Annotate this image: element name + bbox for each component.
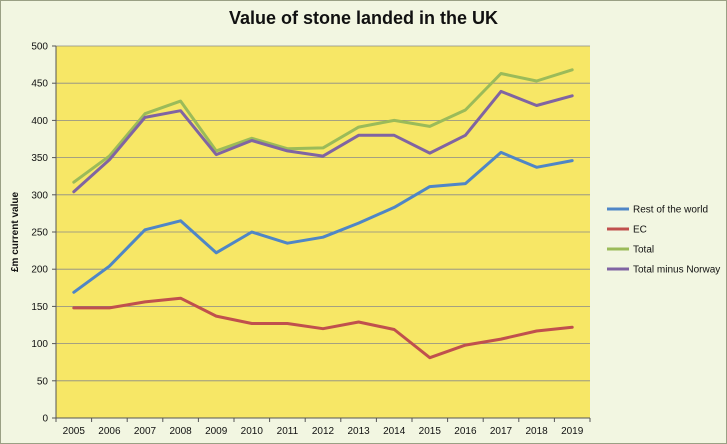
series-lines [72,68,574,360]
x-tick-label: 2009 [205,426,228,437]
x-tick-label: 2017 [490,426,513,437]
y-tick-label: 300 [31,190,48,201]
x-tick-label: 2013 [347,426,370,437]
y-tick-label: 400 [31,116,48,127]
y-axis-label: £m current value [10,192,21,272]
x-tick-label: 2006 [98,426,121,437]
x-tick-label: 2007 [134,426,157,437]
x-tick-label: 2018 [525,426,548,437]
x-tick-label: 2019 [561,426,584,437]
series-line [72,89,574,194]
legend-label: Rest of the world [633,205,708,216]
legend-label: EC [633,225,647,236]
x-tick-label: 2010 [241,426,264,437]
y-tick-label: 350 [31,153,48,164]
series-line [72,150,574,294]
x-tick-label: 2011 [277,426,299,437]
y-tick-label: 150 [31,302,48,313]
y-tick-label: 450 [31,79,48,90]
x-tick-label: 2016 [454,426,477,437]
axes: 0 50 100 150 200 250 300 350 400 450 500 2005 2006 20… [31,42,591,437]
y-tick-label: 0 [42,414,48,425]
y-tick-label: 50 [37,376,49,387]
y-tick-label: 500 [31,42,48,53]
y-tick-label: 250 [31,228,48,239]
x-tick-label: 2015 [419,426,442,437]
x-tick-label: 2005 [63,426,86,437]
x-tick-label: 2012 [312,426,335,437]
chart-title: Value of stone landed in the UK [228,8,499,28]
legend-label: Total minus Norway [633,265,720,276]
x-tick-label: 2014 [383,426,406,437]
series-line [72,68,574,184]
y-tick-label: 200 [31,265,48,276]
y-tick-label: 100 [31,339,48,350]
legend: Rest of the world EC Total Total minus Norw… [607,205,720,276]
gridlines [56,45,590,382]
series-line [72,296,574,360]
x-tick-label: 2008 [169,426,192,437]
legend-label: Total [633,245,654,256]
